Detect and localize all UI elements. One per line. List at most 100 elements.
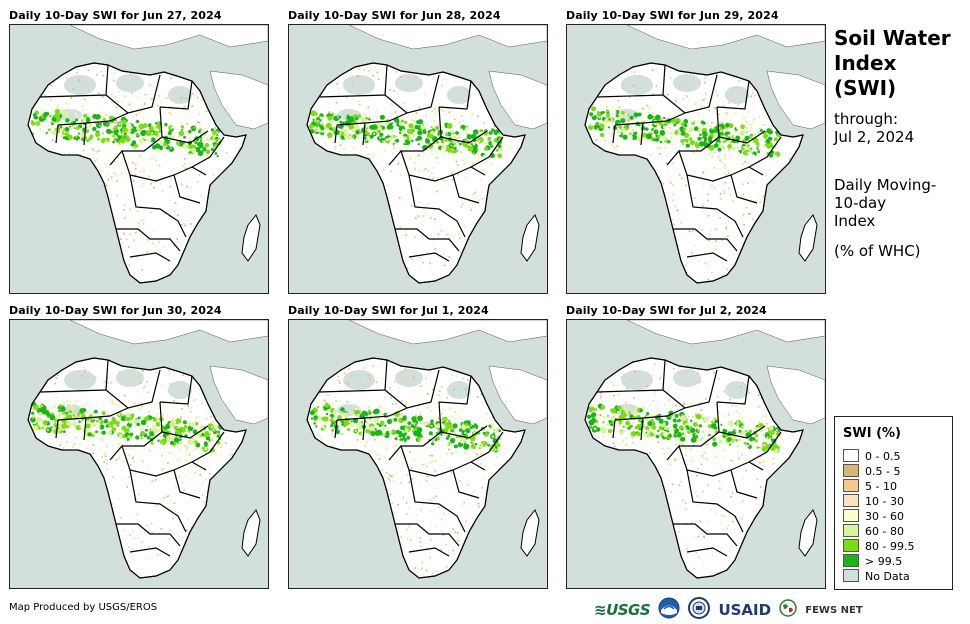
swi-dry-cell xyxy=(514,172,517,174)
swi-moderate-cell xyxy=(322,426,325,429)
swi-wet-cell xyxy=(590,417,596,423)
swi-moderate-cell xyxy=(482,168,485,171)
swi-dry-cell xyxy=(794,432,796,434)
swi-dry-cell xyxy=(681,177,683,179)
country-border xyxy=(191,136,225,168)
swi-dry-cell xyxy=(146,238,149,241)
swi-wet-cell xyxy=(403,136,407,140)
swi-dry-cell xyxy=(521,555,523,558)
swi-dry-cell xyxy=(495,549,497,552)
swi-wet-cell xyxy=(57,406,61,410)
swi-moderate-cell xyxy=(321,169,324,172)
swi-dry-cell xyxy=(633,546,636,548)
swi-dry-cell xyxy=(81,557,84,559)
swi-wet-cell xyxy=(343,128,348,134)
swi-wet-cell xyxy=(365,414,368,417)
madagascar-landmass xyxy=(798,509,818,557)
swi-wet-cell xyxy=(426,133,433,139)
swi-moderate-cell xyxy=(98,425,101,428)
swi-dry-cell xyxy=(484,380,486,383)
description-block: Daily Moving- 10-day Index xyxy=(834,176,936,230)
swi-dry-cell xyxy=(112,126,115,128)
swi-dry-cell xyxy=(364,538,366,541)
swi-dry-cell xyxy=(442,179,444,181)
swi-dry-cell xyxy=(395,402,397,405)
swi-dry-cell xyxy=(441,84,443,87)
swi-dry-cell xyxy=(444,425,446,428)
swi-dry-cell xyxy=(174,477,177,480)
country-border xyxy=(408,174,466,238)
swi-dry-cell xyxy=(717,378,720,380)
swi-dry-cell xyxy=(135,114,138,116)
legend-label: 0.5 - 5 xyxy=(865,465,901,478)
swi-dry-cell xyxy=(366,210,369,213)
swi-dry-cell xyxy=(588,572,590,574)
swi-dry-cell xyxy=(89,418,91,420)
swi-dry-cell xyxy=(341,118,344,121)
swi-dry-cell xyxy=(422,261,424,264)
swi-moderate-cell xyxy=(610,462,613,465)
swi-wet-cell xyxy=(72,414,76,417)
swi-dry-cell xyxy=(327,394,329,396)
swi-wet-cell xyxy=(430,419,434,423)
swi-dry-cell xyxy=(369,129,372,131)
swi-moderate-cell xyxy=(474,427,477,430)
swi-dry-cell xyxy=(151,81,154,83)
swi-moderate-cell xyxy=(728,134,731,137)
swi-wet-cell xyxy=(479,129,483,133)
swi-dry-cell xyxy=(141,67,143,69)
swi-wet-cell xyxy=(144,416,150,422)
swi-dry-cell xyxy=(757,394,760,396)
swi-dry-cell xyxy=(319,238,321,241)
swi-wet-cell xyxy=(490,144,494,148)
swi-wet-cell xyxy=(689,127,694,132)
swi-dry-cell xyxy=(343,216,346,219)
swi-moderate-cell xyxy=(612,163,615,166)
country-border xyxy=(640,122,644,146)
swi-moderate-cell xyxy=(452,141,455,144)
swi-dry-cell xyxy=(36,89,39,91)
swi-dry-cell xyxy=(169,199,171,201)
swi-dry-cell xyxy=(367,106,370,109)
swi-wet-cell xyxy=(66,411,69,415)
swi-dry-cell xyxy=(435,526,437,528)
swi-dry-cell xyxy=(195,251,197,254)
swi-moderate-cell xyxy=(126,162,129,165)
swi-moderate-cell xyxy=(380,412,383,415)
swi-dry-cell xyxy=(721,514,723,516)
swi-dry-cell xyxy=(386,87,388,89)
africa-map xyxy=(584,320,825,579)
swi-dry-cell xyxy=(713,187,716,190)
swi-moderate-cell xyxy=(747,418,750,421)
swi-dry-cell xyxy=(95,227,97,230)
swi-dry-cell xyxy=(588,536,590,538)
swi-wet-cell xyxy=(339,120,343,124)
swi-dry-cell xyxy=(607,260,610,263)
swi-dry-cell xyxy=(160,527,163,530)
swi-dry-cell xyxy=(415,217,417,220)
swi-moderate-cell xyxy=(491,142,494,145)
swi-moderate-cell xyxy=(743,416,746,419)
swi-dry-cell xyxy=(522,368,525,371)
swi-dry-cell xyxy=(699,520,702,523)
swi-dry-cell xyxy=(339,553,342,556)
swi-dry-cell xyxy=(180,442,182,444)
swi-dry-cell xyxy=(190,223,192,225)
swi-dry-cell xyxy=(99,448,101,451)
swi-wet-cell xyxy=(354,116,359,121)
swi-dry-cell xyxy=(598,530,600,533)
swi-dry-cell xyxy=(73,168,75,170)
swi-dry-cell xyxy=(310,266,312,268)
swi-dry-cell xyxy=(693,197,696,199)
swi-dry-cell xyxy=(433,497,436,499)
swi-dry-cell xyxy=(707,199,709,202)
swi-dry-cell xyxy=(472,152,475,154)
swi-dry-cell xyxy=(198,174,200,176)
swi-dry-cell xyxy=(463,501,465,504)
swi-wet-cell xyxy=(315,119,321,125)
swi-dry-cell xyxy=(491,260,494,262)
swi-dry-cell xyxy=(478,199,480,201)
swi-wet-cell xyxy=(121,425,127,431)
swi-moderate-cell xyxy=(216,141,219,144)
swi-wet-cell xyxy=(698,424,702,428)
